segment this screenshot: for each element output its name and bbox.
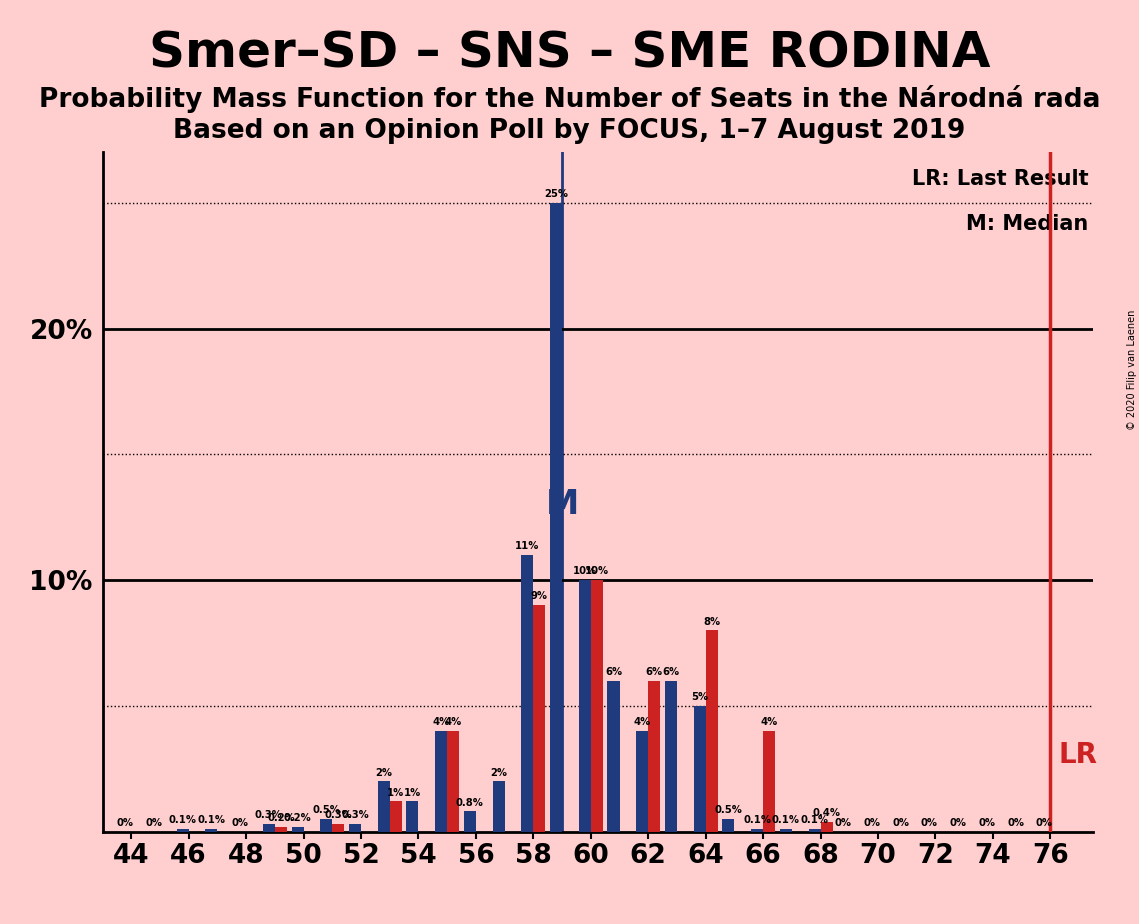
Text: Based on an Opinion Poll by FOCUS, 1–7 August 2019: Based on an Opinion Poll by FOCUS, 1–7 A… <box>173 118 966 144</box>
Text: 0.3%: 0.3% <box>341 810 369 821</box>
Text: 0%: 0% <box>921 818 937 828</box>
Bar <box>390 801 402 832</box>
Bar <box>333 824 344 832</box>
Text: 0.1%: 0.1% <box>743 815 771 825</box>
Text: 2%: 2% <box>490 768 507 777</box>
Bar <box>579 580 591 832</box>
Bar <box>780 829 792 832</box>
Text: 0%: 0% <box>1035 818 1052 828</box>
Text: LR: LR <box>1059 741 1098 769</box>
Text: 0%: 0% <box>1007 818 1024 828</box>
Bar <box>591 580 603 832</box>
Bar <box>637 731 648 832</box>
Text: 0.1%: 0.1% <box>197 815 226 825</box>
Text: Probability Mass Function for the Number of Seats in the Národná rada: Probability Mass Function for the Number… <box>39 85 1100 113</box>
Bar <box>763 731 776 832</box>
Text: Smer–SD – SNS – SME RODINA: Smer–SD – SNS – SME RODINA <box>149 30 990 78</box>
Bar <box>407 801 418 832</box>
Bar <box>820 821 833 832</box>
Text: © 2020 Filip van Laenen: © 2020 Filip van Laenen <box>1126 310 1137 430</box>
Text: 0%: 0% <box>835 818 852 828</box>
Bar <box>349 824 361 832</box>
Bar <box>464 811 476 832</box>
Text: 0%: 0% <box>116 818 133 828</box>
Text: 0.2%: 0.2% <box>284 813 311 822</box>
Bar <box>378 782 390 832</box>
Text: LR: Last Result: LR: Last Result <box>912 169 1089 189</box>
Text: 0.2%: 0.2% <box>267 813 295 822</box>
Text: 0%: 0% <box>231 818 248 828</box>
Bar <box>706 630 718 832</box>
Bar <box>751 829 763 832</box>
Text: 8%: 8% <box>703 616 720 626</box>
Text: 6%: 6% <box>663 667 680 677</box>
Text: 0%: 0% <box>950 818 967 828</box>
Text: 0.4%: 0.4% <box>812 808 841 818</box>
Bar <box>648 681 661 832</box>
Text: 11%: 11% <box>515 541 540 551</box>
Text: M: Median: M: Median <box>966 213 1089 234</box>
Bar <box>320 819 333 832</box>
Text: 6%: 6% <box>646 667 663 677</box>
Text: 4%: 4% <box>444 717 461 727</box>
Bar <box>694 706 706 832</box>
Bar <box>292 827 304 832</box>
Bar <box>522 555 533 832</box>
Text: 6%: 6% <box>605 667 622 677</box>
Text: 0.1%: 0.1% <box>169 815 197 825</box>
Bar <box>722 819 735 832</box>
Text: 10%: 10% <box>573 566 597 577</box>
Text: 2%: 2% <box>375 768 392 777</box>
Bar <box>533 605 546 832</box>
Text: 0%: 0% <box>978 818 995 828</box>
Bar <box>550 202 562 832</box>
Bar <box>809 829 820 832</box>
Text: 25%: 25% <box>544 189 568 199</box>
Bar <box>205 829 218 832</box>
Text: 0.1%: 0.1% <box>801 815 828 825</box>
Bar <box>492 782 505 832</box>
Bar <box>665 681 677 832</box>
Text: 5%: 5% <box>691 692 708 702</box>
Text: 4%: 4% <box>633 717 650 727</box>
Text: 0.5%: 0.5% <box>714 805 743 815</box>
Text: 4%: 4% <box>761 717 778 727</box>
Text: 0%: 0% <box>892 818 909 828</box>
Bar <box>263 824 274 832</box>
Text: 0.5%: 0.5% <box>312 805 341 815</box>
Text: 1%: 1% <box>404 787 421 797</box>
Text: 9%: 9% <box>531 591 548 602</box>
Text: 0%: 0% <box>146 818 163 828</box>
Text: 0.8%: 0.8% <box>456 797 484 808</box>
Text: 0.1%: 0.1% <box>772 815 800 825</box>
Bar <box>448 731 459 832</box>
Text: 0%: 0% <box>863 818 880 828</box>
Text: 0.3%: 0.3% <box>325 810 352 821</box>
Text: 1%: 1% <box>387 787 404 797</box>
Text: 10%: 10% <box>584 566 609 577</box>
Bar <box>607 681 620 832</box>
Text: 4%: 4% <box>433 717 450 727</box>
Text: M: M <box>546 488 579 521</box>
Bar <box>177 829 189 832</box>
Bar <box>435 731 448 832</box>
Bar <box>274 827 287 832</box>
Text: 0.3%: 0.3% <box>255 810 282 821</box>
